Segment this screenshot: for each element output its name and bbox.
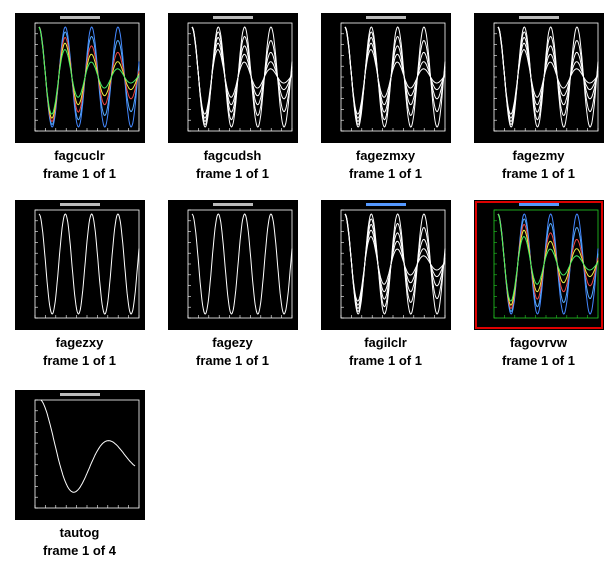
thumbnail-image[interactable]	[167, 13, 298, 143]
item-name[interactable]: fagovrvw	[509, 335, 568, 350]
item-name[interactable]: fagezmy	[512, 148, 565, 163]
plot-frame	[34, 209, 139, 319]
frame-count: frame 1 of 1	[43, 166, 116, 181]
item-name[interactable]: fagilclr	[364, 335, 407, 350]
thumbnail-title-text	[518, 203, 559, 206]
item-name[interactable]: fagezy	[212, 335, 253, 350]
curve	[38, 26, 139, 119]
curve	[38, 26, 139, 115]
frame-count: frame 1 of 1	[502, 166, 575, 181]
curve	[344, 213, 445, 306]
frame-count: frame 1 of 1	[43, 353, 116, 368]
curve	[191, 26, 292, 119]
thumbnail-image[interactable]	[167, 200, 298, 330]
frame-count: frame 1 of 1	[349, 166, 422, 181]
thumbnail-title-text	[212, 203, 253, 206]
thumbnail-title-text	[59, 16, 100, 19]
thumbnail-item[interactable]: fagovrvw frame 1 of 1	[462, 200, 611, 370]
thumbnail-title-text	[59, 203, 100, 206]
curve	[497, 213, 598, 306]
curve	[344, 26, 445, 119]
curve	[497, 26, 598, 115]
frame-count: frame 1 of 1	[196, 166, 269, 181]
curve	[497, 26, 598, 119]
thumbnail-image[interactable]	[14, 13, 145, 143]
thumbnail-image[interactable]	[320, 13, 451, 143]
thumbnail-image[interactable]	[14, 390, 145, 520]
item-name[interactable]: fagcudsh	[203, 148, 262, 163]
frame-count: frame 1 of 1	[349, 353, 422, 368]
curve	[38, 213, 139, 315]
frame-border	[474, 201, 603, 329]
frame-count: frame 1 of 1	[196, 353, 269, 368]
curve	[497, 213, 598, 302]
curve	[40, 399, 135, 493]
thumbnail-title-text	[365, 16, 406, 19]
thumbnail-title-text	[365, 203, 406, 206]
curve	[191, 26, 292, 115]
curve	[344, 213, 445, 302]
thumbnail-item[interactable]: fagezmy frame 1 of 1	[462, 13, 611, 183]
thumbnail-item[interactable]: fagezy frame 1 of 1	[156, 200, 309, 370]
item-name[interactable]: fagcuclr	[54, 148, 105, 163]
thumbnail-item[interactable]: fagezmxy frame 1 of 1	[309, 13, 462, 183]
thumbnail-item[interactable]: fagcudsh frame 1 of 1	[156, 13, 309, 183]
curve	[191, 213, 292, 315]
thumbnail-item[interactable]: fagilclr frame 1 of 1	[309, 200, 462, 370]
thumbnail-title-text	[59, 393, 100, 396]
thumbnail-image[interactable]	[473, 13, 604, 143]
frame-count: frame 1 of 1	[502, 353, 575, 368]
thumbnail-image[interactable]	[320, 200, 451, 330]
thumbnail-item[interactable]: fagezxy frame 1 of 1	[3, 200, 156, 370]
item-name[interactable]: fagezxy	[55, 335, 104, 350]
item-name[interactable]: fagezmxy	[355, 148, 416, 163]
thumbnail-image[interactable]	[14, 200, 145, 330]
thumbnail-item[interactable]: tautog frame 1 of 4	[3, 390, 156, 560]
thumbnail-image[interactable]	[473, 200, 604, 330]
plot-frame	[187, 209, 292, 319]
item-name[interactable]: tautog	[59, 525, 100, 540]
thumbnail-title-text	[518, 16, 559, 19]
frame-count: frame 1 of 4	[43, 543, 116, 558]
thumbnail-item[interactable]: fagcuclr frame 1 of 1	[3, 13, 156, 183]
thumbnail-title-text	[212, 16, 253, 19]
curve	[344, 26, 445, 115]
